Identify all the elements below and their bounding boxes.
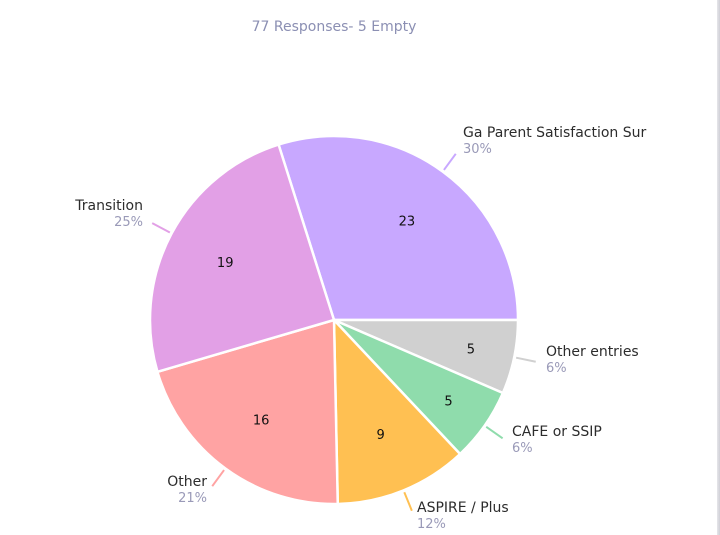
pie-slice[interactable] (277, 134, 520, 322)
slice-percent-label: 6% (512, 441, 533, 456)
slice-category-label: Transition (74, 198, 143, 214)
slice-percent-label: 21% (178, 491, 207, 506)
slice-value-label: 5 (467, 342, 475, 357)
slice-category-label: ASPIRE / Plus (417, 500, 509, 516)
leader-line (515, 356, 536, 363)
pie-slice[interactable] (332, 316, 462, 506)
slice-value-label: 5 (444, 394, 452, 409)
slice-value-label: 19 (217, 256, 234, 271)
slice-percent-label: 6% (546, 361, 567, 376)
slice-percent-label: 12% (417, 517, 446, 532)
slice-percent-label: 30% (463, 142, 492, 157)
slice-category-label: Other entries (546, 344, 639, 360)
leader-line (403, 491, 413, 512)
leader-line (211, 469, 225, 487)
chart-subtitle: 77 Responses- 5 Empty (251, 19, 417, 35)
slice-value-label: 9 (376, 428, 384, 443)
window-edge (717, 0, 720, 535)
pie-slice[interactable] (148, 142, 336, 374)
leader-line (485, 426, 504, 440)
slice-category-label: Ga Parent Satisfaction Sur (463, 125, 647, 141)
pie-slice[interactable] (155, 318, 340, 506)
slice-category-label: Other (167, 474, 207, 490)
leader-line (151, 222, 171, 234)
slice-percent-label: 25% (114, 215, 143, 230)
slice-value-label: 23 (399, 215, 416, 230)
slice-category-label: CAFE or SSIP (512, 424, 602, 440)
leader-line (443, 153, 457, 171)
slice-value-label: 16 (253, 413, 270, 428)
